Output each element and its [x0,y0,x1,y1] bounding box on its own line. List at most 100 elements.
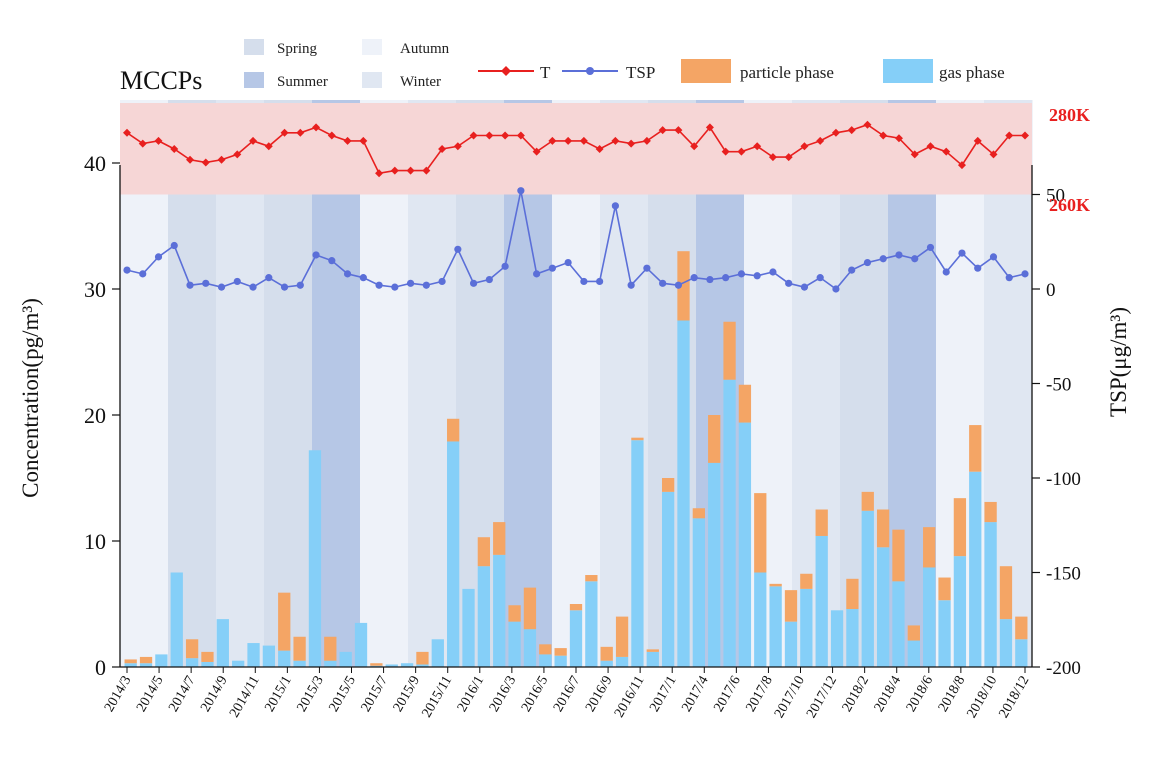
bar-gas-phase [400,663,414,667]
bar-gas-phase [431,639,444,667]
temperature-point [186,155,195,164]
right-tick-label: -200 [1046,658,1081,679]
x-tick-label: 2014/3 [102,674,134,715]
tsp-point [375,281,383,289]
temp-label-280K: 280K [1049,105,1090,125]
left-tick-label: 30 [84,277,106,302]
tsp-point [643,264,651,272]
bar-gas-phase [846,609,859,667]
temperature-point [406,166,415,175]
right-tick-label: -50 [1046,375,1071,396]
bar-gas-phase [170,572,183,667]
bar-particle-phase [539,644,552,655]
bar-gas-phase [631,440,644,667]
tsp-point [454,245,462,253]
bar-particle-phase [923,527,936,568]
temperature-point [249,136,258,145]
bar-particle-phase [815,509,828,536]
bar-particle-phase [876,509,890,548]
temperature-point [674,126,683,135]
tsp-point [249,283,257,291]
bar-gas-phase [815,535,828,667]
bar-gas-phase [185,658,199,667]
right-tick-label: 0 [1046,280,1056,301]
legend-marker-TSP [586,67,594,75]
temperature-point [170,144,179,153]
bar-particle-phase [723,321,736,380]
x-tick-label: 2017/6 [711,674,743,715]
temperature-point [894,134,903,143]
bar-gas-phase [539,654,552,667]
tsp-point [895,251,903,259]
tsp-point [863,258,872,267]
tsp-line [126,190,1026,291]
temperature-point [784,153,793,162]
left-tick-label: 0 [95,655,106,680]
bar-gas-phase [262,645,276,667]
tsp-point [217,283,226,291]
tsp-point [343,270,352,278]
temperature-point [611,136,620,145]
y-axis-right-label: TSP(μg/m³) [1106,307,1131,417]
x-tick-label: 2015/9 [391,674,423,715]
tsp-point [438,277,446,286]
bar-particle-phase [447,418,460,442]
temperature-point [296,128,305,137]
x-tick-label: 2016/11 [612,674,648,721]
temperature-point [989,150,998,159]
tsp-point [501,262,509,270]
bar-particle-phase [861,491,874,511]
bar-particle-phase [124,659,137,664]
bar-particle-phase [907,625,920,641]
left-tick-label: 40 [84,151,106,176]
tsp-point [517,187,525,195]
temperature-point [816,136,825,145]
legend-swatch-autumn [362,39,382,55]
bar-gas-phase [999,619,1013,667]
temperature-point [154,136,163,145]
temperature-point [926,142,935,151]
bar-gas-phase [216,619,229,667]
right-tick-label: -150 [1046,564,1081,585]
temperature-point [485,131,494,140]
bar-gas-phase [416,664,429,667]
tsp-point [422,281,430,289]
temperature-point [375,169,384,178]
bar-particle-phase [646,649,659,652]
temperature-point [627,139,636,148]
bar-particle-phase [661,478,675,492]
temperature-point [312,123,321,132]
x-tick-label: 2018/4 [872,674,904,715]
tsp-point [170,241,178,250]
bar-gas-phase [308,450,322,667]
tsp-point [816,274,824,282]
legend-label-winter: Winter [400,74,441,90]
temperature-band [120,103,1032,195]
temperature-point [721,147,730,156]
x-tick-label: 2017/10 [772,674,808,721]
temperature-point [800,142,809,151]
bar-particle-phase [139,656,153,664]
legend-label-summer: Summer [277,74,328,90]
bar-gas-phase [661,491,675,667]
temperature-point [532,147,541,156]
legend-swatch-summer [244,72,264,88]
tsp-point [659,279,667,287]
stacked-bars [124,251,1028,667]
temperature-point [690,142,699,151]
x-tick-label: 2016/3 [487,674,519,715]
tsp-point [485,275,493,284]
temperature-point [453,142,462,151]
temperature-point [642,136,651,145]
temperature-point [768,153,777,162]
x-tick-label: 2018/6 [904,674,936,715]
legend-marker-T [501,66,511,76]
tsp-point [879,255,887,263]
tsp-point [926,243,935,252]
bar-gas-phase [769,586,782,667]
tsp-point [312,251,320,259]
bar-gas-phase [585,581,598,667]
bar-gas-phase [354,622,368,667]
left-tick-label: 10 [84,529,106,554]
temperature-point [579,136,588,145]
